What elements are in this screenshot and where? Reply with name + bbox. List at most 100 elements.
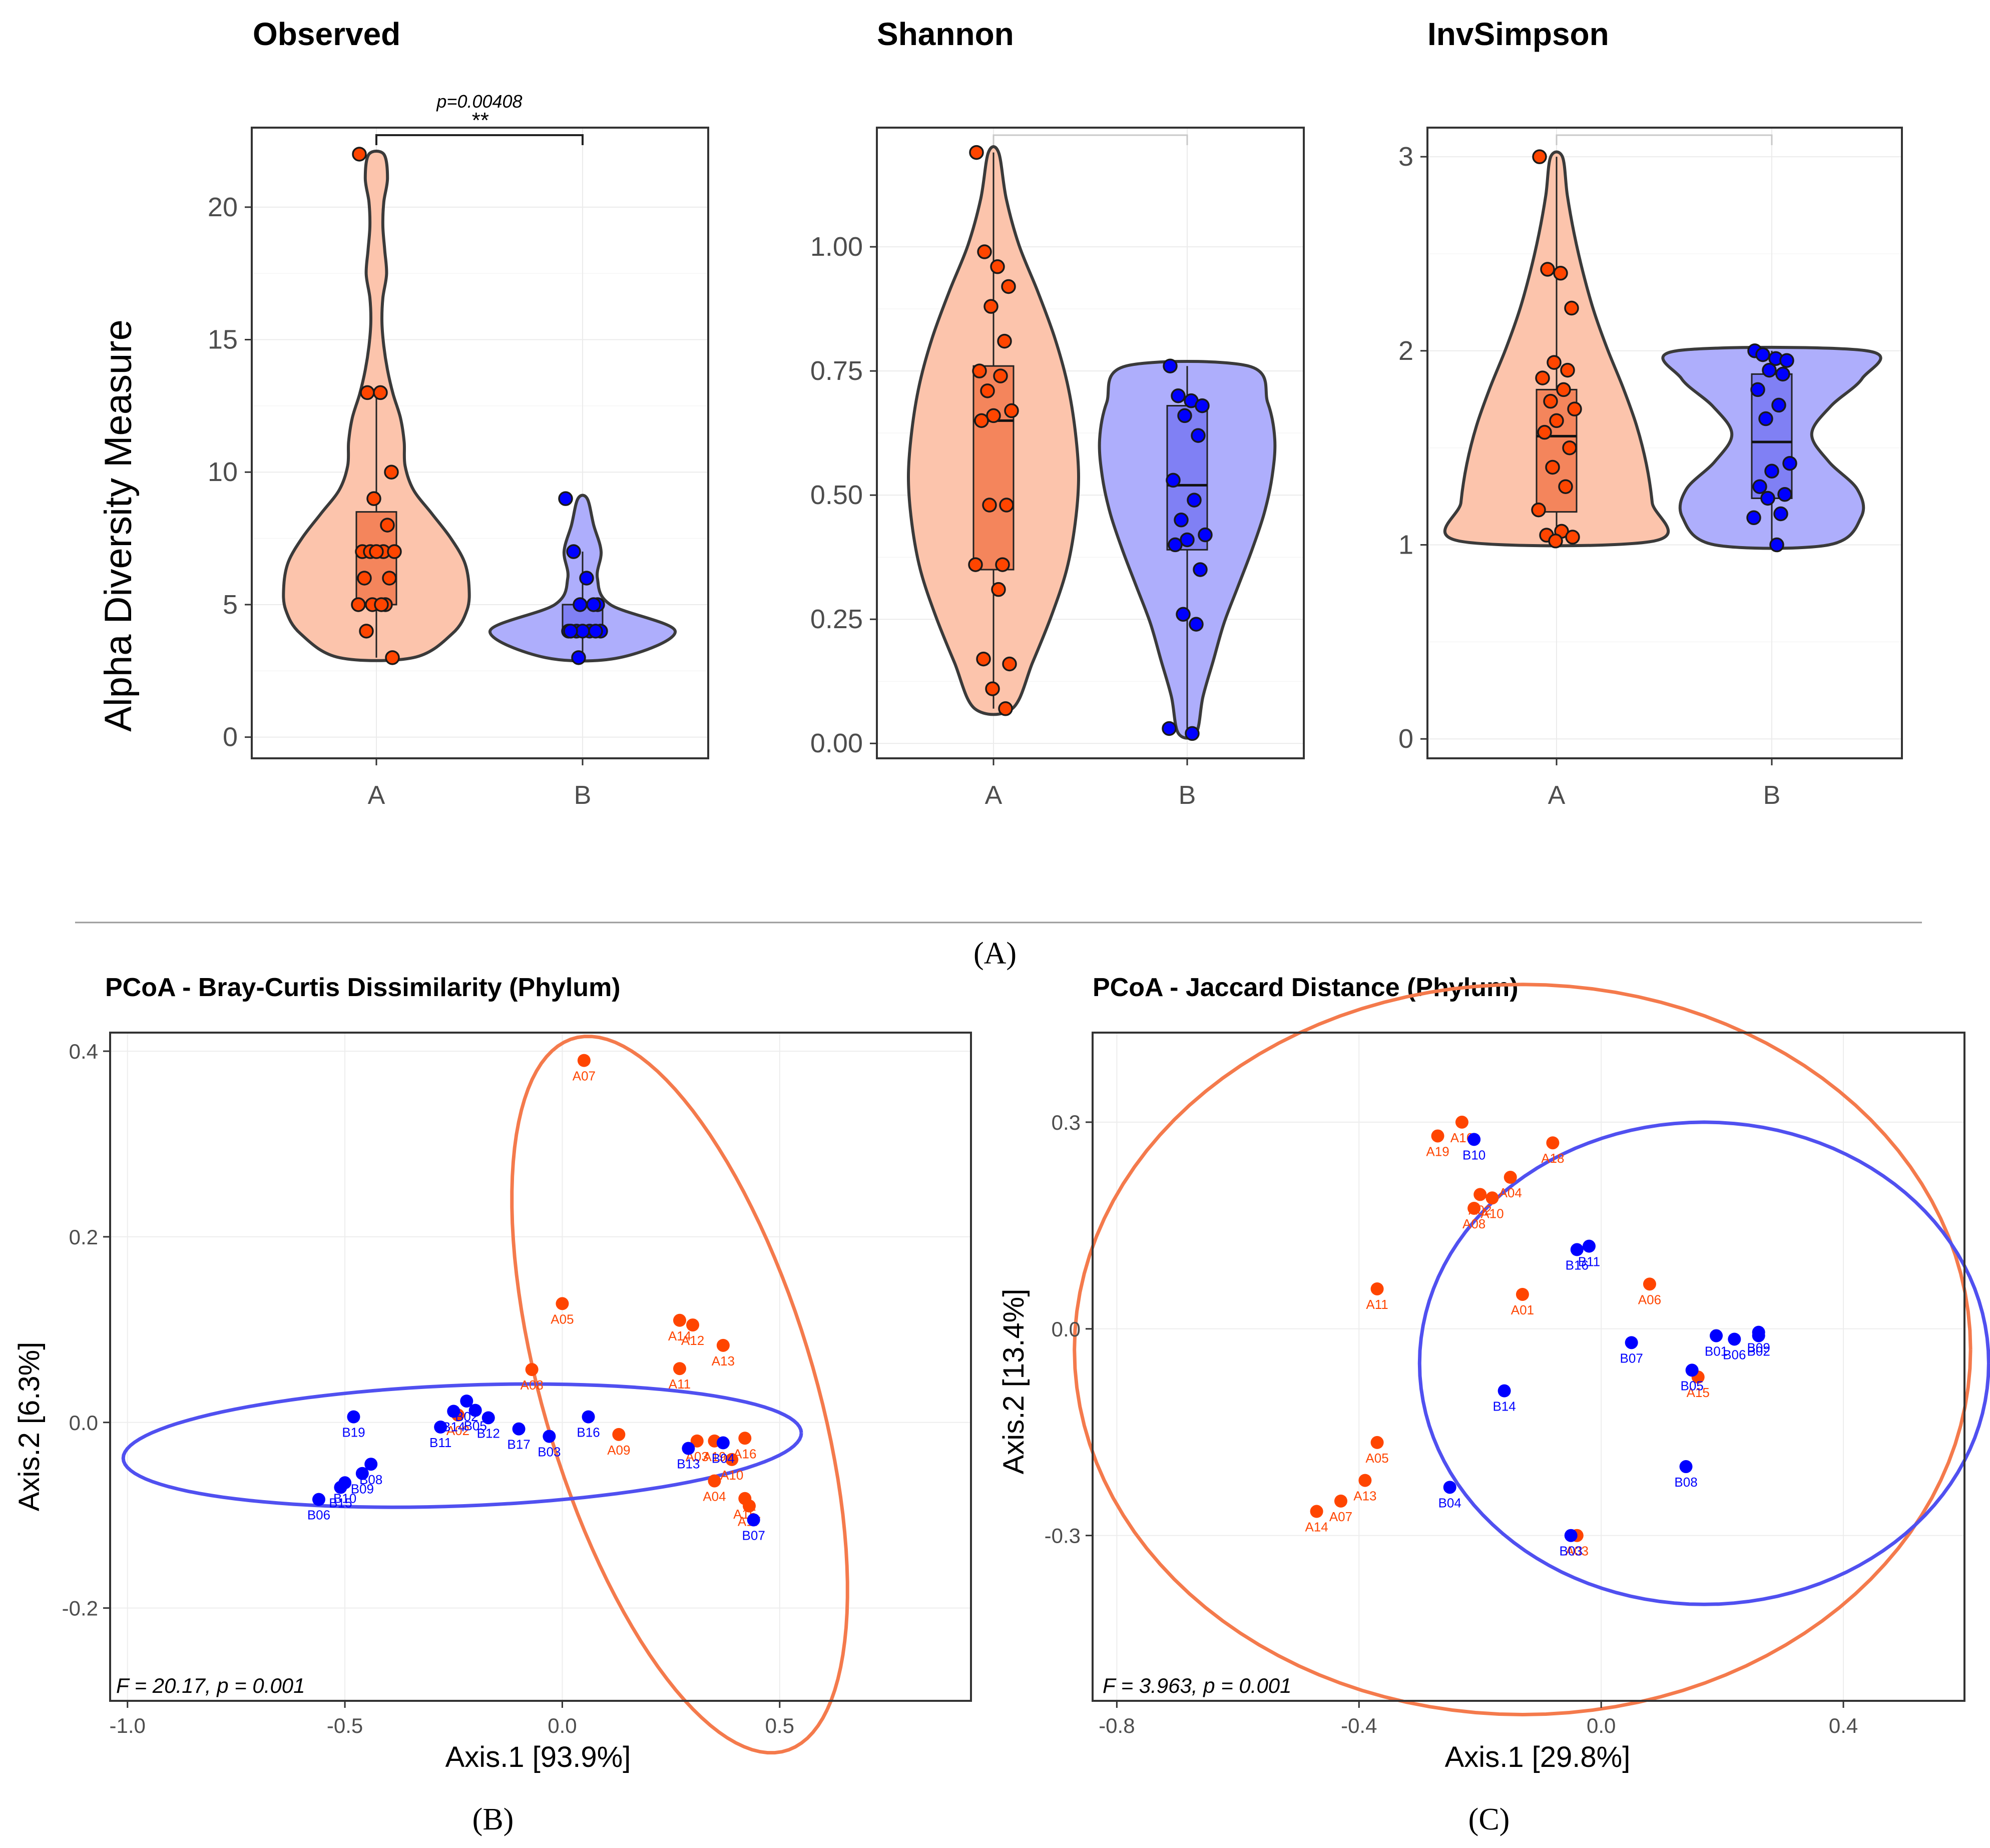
sample-point-a18 bbox=[1546, 1136, 1560, 1150]
sample-label-b03: B03 bbox=[538, 1445, 561, 1460]
data-point-b bbox=[558, 491, 573, 506]
data-point-b bbox=[1755, 347, 1770, 362]
data-point-a bbox=[972, 363, 987, 378]
panel-label-b: (B) bbox=[472, 1802, 514, 1836]
sample-label-a19: A19 bbox=[1426, 1144, 1449, 1159]
sample-label-b04: B04 bbox=[1438, 1495, 1461, 1510]
sample-point-b02 bbox=[460, 1395, 473, 1408]
jaccard-title: PCoA - Jaccard Distance (Phylum) bbox=[1093, 973, 1519, 1002]
y-tick-label: 2 bbox=[1398, 336, 1413, 366]
x-tick-label: 0.0 bbox=[548, 1714, 577, 1737]
data-point-a bbox=[995, 557, 1010, 572]
sample-label-b06: B06 bbox=[1723, 1347, 1746, 1362]
data-point-a bbox=[991, 582, 1006, 597]
y-tick-label: 10 bbox=[208, 457, 238, 487]
data-point-a bbox=[351, 597, 366, 612]
observed-title: Observed bbox=[253, 16, 400, 52]
data-point-a bbox=[985, 681, 1000, 696]
data-point-a bbox=[380, 518, 395, 533]
bray-curtis-ylabel: Axis.2 [6.3%] bbox=[13, 1342, 46, 1511]
sample-label-a19: A19 bbox=[703, 1449, 726, 1464]
data-point-b bbox=[1762, 362, 1777, 378]
data-point-a bbox=[1545, 459, 1560, 475]
sample-point-a07 bbox=[577, 1054, 591, 1067]
data-point-b bbox=[1769, 537, 1784, 553]
sample-point-b17 bbox=[512, 1422, 526, 1436]
sample-label-a09: A09 bbox=[607, 1443, 630, 1458]
data-point-a bbox=[387, 544, 402, 559]
observed-pvalue-label: p=0.00408 bbox=[436, 91, 522, 112]
bray-curtis-pcoa: PCoA - Bray-Curtis Dissimilarity (Phylum… bbox=[13, 973, 972, 1836]
sample-point-a16 bbox=[1455, 1115, 1468, 1129]
sample-point-a19 bbox=[1431, 1129, 1444, 1143]
sample-point-b19 bbox=[347, 1410, 360, 1424]
data-point-b bbox=[1779, 353, 1794, 368]
data-point-b bbox=[1166, 473, 1181, 488]
data-point-b bbox=[1171, 388, 1186, 403]
jaccard-pcoa: PCoA - Jaccard Distance (Phylum) Axis.1 … bbox=[998, 973, 1990, 1836]
sample-label-b02: B02 bbox=[1747, 1344, 1770, 1359]
data-point-a bbox=[983, 299, 999, 314]
data-point-a bbox=[1537, 424, 1552, 440]
sample-point-a16 bbox=[738, 1432, 752, 1445]
data-point-a bbox=[980, 383, 995, 398]
data-point-a bbox=[369, 544, 384, 559]
sample-label-a07: A07 bbox=[573, 1069, 596, 1084]
sample-point-b02 bbox=[1752, 1329, 1765, 1342]
data-point-a bbox=[382, 571, 397, 586]
significance-bracket bbox=[1556, 134, 1773, 145]
data-point-b bbox=[1191, 428, 1206, 443]
data-point-a bbox=[1532, 149, 1547, 164]
alpha-ylabel: Alpha Diversity Measure bbox=[97, 319, 140, 732]
boxplot-a bbox=[972, 365, 1015, 571]
data-point-b bbox=[1193, 562, 1208, 577]
sample-label-a18: A18 bbox=[1541, 1151, 1564, 1166]
sample-label-a04: A04 bbox=[1499, 1185, 1522, 1200]
data-point-a bbox=[360, 385, 375, 400]
sample-point-a11 bbox=[1370, 1282, 1384, 1295]
sample-point-b05 bbox=[468, 1404, 482, 1417]
y-tick-label: 0.3 bbox=[1052, 1111, 1081, 1134]
jaccard-stat: F = 3.963, p = 0.001 bbox=[1103, 1674, 1292, 1697]
sample-point-a08 bbox=[525, 1363, 539, 1376]
sample-label-b07: B07 bbox=[1620, 1350, 1643, 1365]
panel-label-c: (C) bbox=[1468, 1802, 1510, 1836]
sample-point-b11 bbox=[434, 1421, 447, 1434]
shannon-title: Shannon bbox=[877, 16, 1014, 52]
data-point-b bbox=[1775, 366, 1790, 382]
bray-curtis-stat: F = 20.17, p = 0.001 bbox=[116, 1674, 305, 1697]
data-point-a bbox=[976, 651, 991, 667]
sample-label-a10: A10 bbox=[1480, 1206, 1504, 1221]
data-point-a bbox=[1556, 382, 1571, 397]
sample-point-a05 bbox=[556, 1297, 569, 1310]
data-point-a bbox=[1564, 300, 1579, 316]
sample-point-b08 bbox=[364, 1458, 378, 1471]
sample-point-b06 bbox=[1728, 1332, 1741, 1346]
observed-xtick-a: A bbox=[368, 781, 385, 810]
data-point-b bbox=[571, 650, 586, 665]
y-tick-label: -0.2 bbox=[62, 1597, 98, 1620]
sample-label-a10: A10 bbox=[720, 1468, 743, 1483]
invsimpson-subplot: InvSimpson A B 0 1 2 3 bbox=[1398, 16, 1903, 810]
sample-point-b04 bbox=[716, 1436, 730, 1450]
sample-point-b14 bbox=[447, 1405, 460, 1418]
data-point-b bbox=[1185, 726, 1200, 741]
sample-label-b12: B12 bbox=[477, 1426, 500, 1441]
data-point-b bbox=[1746, 510, 1761, 526]
sample-point-a14 bbox=[673, 1313, 686, 1327]
jaccard-ylabel: Axis.2 [13.4%] bbox=[998, 1289, 1030, 1475]
data-point-a bbox=[1002, 656, 1017, 672]
sample-label-b13: B13 bbox=[677, 1457, 700, 1472]
data-point-b bbox=[1168, 537, 1183, 553]
data-point-b bbox=[1782, 455, 1797, 471]
data-point-a bbox=[1540, 262, 1555, 277]
data-point-b bbox=[1752, 479, 1767, 494]
sample-label-b10: B10 bbox=[1462, 1147, 1485, 1162]
data-point-a bbox=[385, 650, 400, 665]
data-point-b bbox=[1758, 411, 1773, 426]
data-point-a bbox=[977, 244, 992, 259]
alpha-diversity-panel: Alpha Diversity Measure Observed p=0.004… bbox=[75, 16, 1922, 971]
sample-label-b08: B08 bbox=[1674, 1475, 1697, 1490]
sample-label-b10: B10 bbox=[333, 1491, 356, 1506]
y-tick-label: 0.0 bbox=[1052, 1317, 1081, 1341]
